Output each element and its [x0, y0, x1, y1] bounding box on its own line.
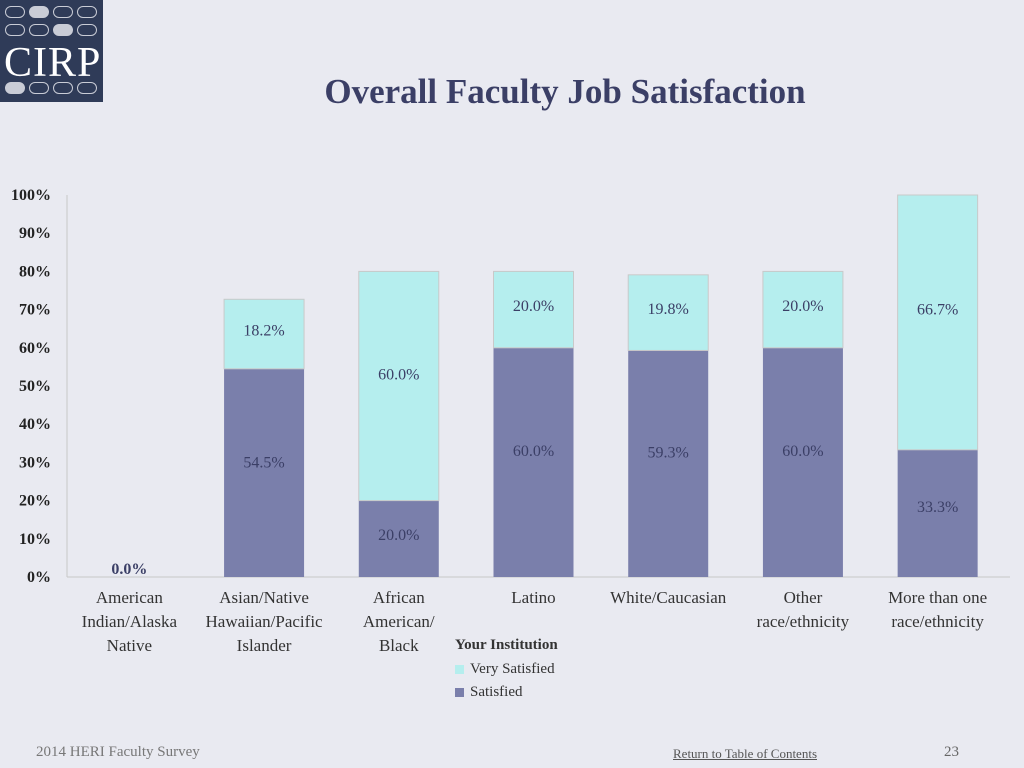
bar-satisfied	[897, 449, 978, 577]
data-label-satisfied: 20.0%	[378, 527, 419, 544]
logo-dot	[29, 6, 49, 18]
legend-label-satisfied: Satisfied	[470, 684, 523, 700]
x-category-label: Latino	[464, 586, 604, 610]
data-label-very-satisfied: 60.0%	[378, 367, 419, 384]
bar-very-satisfied	[493, 270, 574, 349]
y-tick-label: 100%	[11, 187, 51, 204]
bar-satisfied	[628, 350, 709, 577]
logo-dot	[77, 6, 97, 18]
bar-very-satisfied	[223, 298, 305, 370]
x-category-label: African American/Black	[329, 586, 469, 658]
x-category-label-line: American	[95, 588, 163, 607]
x-category-label: Other race/ethnicity	[733, 586, 873, 634]
bar-chart: 0% 10% 20% 30% 40% 50% 60% 70% 80% 90% 100% 0.0% 54…	[11, 187, 1010, 586]
x-category-label-line: Islander	[236, 636, 292, 655]
y-tick-label: 0%	[27, 569, 51, 586]
x-category-label-line: Asian/Native	[219, 588, 309, 607]
x-category-label-line: Black	[378, 636, 419, 655]
legend: Your Institution Very Satisfied Satisfie…	[455, 637, 558, 704]
x-category-label-line: race/ethnicity	[891, 612, 984, 631]
x-category-label-line: Native	[106, 636, 152, 655]
y-tick-label: 80%	[19, 263, 51, 280]
bar-very-satisfied	[627, 274, 709, 351]
logo-text: CIRP	[4, 40, 102, 86]
data-label-satisfied: 59.3%	[648, 444, 689, 461]
data-labels: 0.0% 54.5% 18.2% 20.0% 60.0% 60.0% 20.0% 59.3% 1…	[111, 298, 958, 578]
y-tick-label: 30%	[19, 454, 51, 471]
logo-dot	[53, 82, 73, 94]
x-category-label-line: Other	[783, 588, 823, 607]
logo-dot	[5, 24, 25, 36]
y-tick-label: 40%	[19, 416, 51, 433]
x-category-label-line: American/	[362, 612, 435, 631]
return-to-toc-link[interactable]: Return to Table of Contents	[673, 746, 817, 761]
data-label-very-satisfied: 19.8%	[648, 301, 689, 318]
x-category-label: Asian/Native Hawaiian/Pacific Islander	[194, 586, 334, 658]
bar-very-satisfied	[762, 270, 844, 349]
page-title: Overall Faculty Job Satisfaction	[324, 72, 806, 111]
logo-dot	[29, 24, 49, 36]
y-tick-label: 70%	[19, 302, 51, 319]
x-category-label-line: More than one	[888, 588, 988, 607]
legend-title: Your Institution	[455, 637, 558, 653]
x-category-label-line: Latino	[511, 588, 556, 607]
x-category-label: More than one race/ethnicity	[868, 586, 1008, 634]
logo-dot	[77, 24, 97, 36]
bar-very-satisfied	[358, 270, 440, 502]
data-label-satisfied: 60.0%	[513, 443, 554, 460]
data-label-very-satisfied: 66.7%	[917, 302, 958, 319]
data-label-satisfied: 33.3%	[917, 499, 958, 516]
y-axis: 0% 10% 20% 30% 40% 50% 60% 70% 80% 90% 100%	[11, 187, 1010, 586]
logo-dot	[53, 6, 73, 18]
legend-item-very-satisfied: Very Satisfied	[455, 658, 558, 681]
bar-very-satisfied	[897, 194, 979, 451]
x-category-label-line: White/Caucasian	[610, 588, 727, 607]
bar-satisfied	[224, 368, 305, 577]
bar-satisfied	[493, 347, 574, 577]
logo-dot	[53, 24, 73, 36]
logo-dot	[77, 82, 97, 94]
bar-satisfied	[762, 347, 843, 577]
data-label-satisfied: 54.5%	[243, 454, 284, 471]
x-category-label: White/Caucasian	[598, 586, 738, 610]
page-number: 23	[944, 744, 959, 760]
x-category-label: American Indian/Alaska Native	[59, 586, 199, 658]
x-category-label-line: African	[372, 588, 425, 607]
legend-swatch-satisfied	[455, 688, 464, 697]
bars	[223, 194, 979, 577]
data-label-very-satisfied: 18.2%	[243, 323, 284, 340]
y-tick-label: 10%	[19, 531, 51, 548]
cirp-logo: CIRP	[0, 0, 103, 102]
logo-dot	[5, 82, 25, 94]
legend-item-satisfied: Satisfied	[455, 681, 558, 704]
x-category-label-line: Indian/Alaska	[81, 612, 178, 631]
data-label-satisfied: 60.0%	[782, 443, 823, 460]
bar-satisfied	[358, 500, 439, 577]
x-category-label-line: Hawaiian/Pacific	[205, 612, 323, 631]
data-label-very-satisfied: 20.0%	[513, 298, 554, 315]
y-tick-label: 90%	[19, 225, 51, 242]
legend-swatch-very-satisfied	[455, 665, 464, 674]
logo-dot	[29, 82, 49, 94]
footer-survey-name: 2014 HERI Faculty Survey	[36, 744, 200, 760]
logo-dot	[5, 6, 25, 18]
y-tick-label: 20%	[19, 493, 51, 510]
y-tick-label: 50%	[19, 378, 51, 395]
data-label-very-satisfied: 20.0%	[782, 298, 823, 315]
legend-label-very-satisfied: Very Satisfied	[470, 661, 555, 677]
x-category-label-line: race/ethnicity	[756, 612, 850, 631]
y-tick-label: 60%	[19, 340, 51, 357]
data-label-satisfied: 0.0%	[111, 561, 147, 578]
